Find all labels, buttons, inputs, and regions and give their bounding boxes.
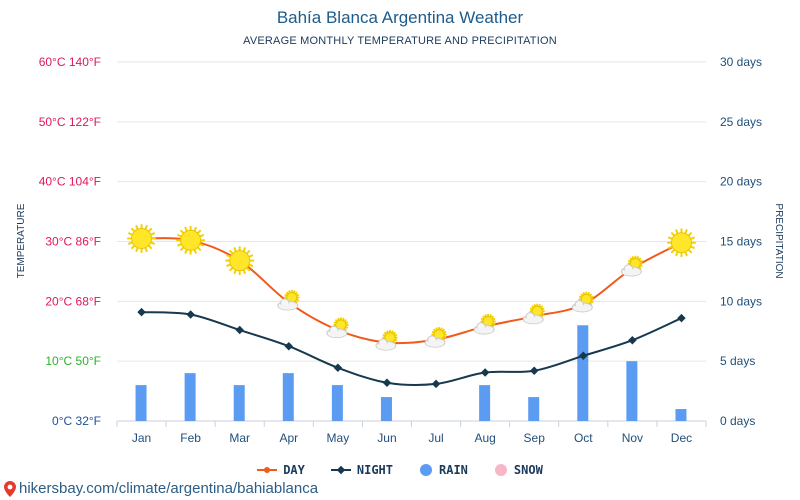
sun-disc	[131, 228, 153, 250]
rain-bar[interactable]	[282, 373, 294, 421]
cloud-fill	[376, 343, 395, 350]
y-axis-right-title: PRECIPITATION	[773, 203, 784, 278]
x-tick-label: Jan	[132, 431, 151, 445]
night-point[interactable]	[186, 310, 195, 319]
legend-rain-label: RAIN	[439, 463, 468, 477]
right-tick-label: 10 days	[720, 294, 762, 308]
rain-bar[interactable]	[184, 373, 196, 421]
night-point[interactable]	[529, 366, 539, 375]
sun-icon[interactable]	[127, 224, 157, 254]
partly-cloudy-icon[interactable]	[620, 255, 644, 277]
x-tick-label: Jul	[428, 431, 443, 445]
night-point[interactable]	[137, 307, 146, 317]
sun-icon[interactable]	[225, 246, 255, 276]
left-tick-label: 30°C 86°F	[45, 235, 101, 249]
rain-bar[interactable]	[577, 325, 589, 421]
chart-legend: DAY NIGHT RAIN SNOW	[0, 463, 800, 477]
rain-bar[interactable]	[479, 385, 491, 421]
left-tick-label: 20°C 68°F	[45, 294, 101, 308]
night-point[interactable]	[431, 379, 441, 389]
sun-disc	[180, 229, 202, 251]
partly-cloudy-icon[interactable]	[473, 313, 496, 335]
chart-subtitle: AVERAGE MONTHLY TEMPERATURE AND PRECIPIT…	[243, 35, 557, 47]
cloud-fill	[426, 340, 445, 347]
night-point[interactable]	[579, 351, 588, 361]
partly-cloudy-icon[interactable]	[326, 317, 349, 339]
rain-bar[interactable]	[331, 385, 343, 421]
legend-item-night[interactable]: NIGHT	[330, 463, 393, 477]
location-pin-icon	[4, 480, 16, 497]
night-line	[141, 311, 682, 386]
sun-disc	[670, 232, 692, 254]
x-tick-label: May	[327, 431, 350, 445]
partly-cloudy-icon[interactable]	[424, 326, 447, 348]
legend-day-marker	[257, 467, 278, 473]
x-tick-label: Feb	[180, 431, 201, 445]
night-point[interactable]	[382, 378, 392, 387]
y-axis-left-title: TEMPERATURE	[16, 203, 27, 278]
rain-bar[interactable]	[135, 385, 147, 421]
partly-cloudy-icon[interactable]	[277, 289, 300, 311]
rain-bar[interactable]	[233, 385, 245, 421]
legend-snow-marker	[494, 464, 507, 476]
left-tick-label: 40°C 104°F	[39, 175, 101, 189]
night-point[interactable]	[628, 335, 637, 345]
sun-icon[interactable]	[666, 228, 696, 258]
left-tick-label: 0°C 32°F	[52, 414, 101, 428]
left-tick-label: 60°C 140°F	[39, 55, 101, 69]
legend-night-label: NIGHT	[356, 463, 393, 477]
legend-day-label: DAY	[283, 463, 305, 477]
rain-bar[interactable]	[675, 409, 687, 421]
sun-disc	[229, 250, 251, 272]
night-point[interactable]	[480, 368, 490, 377]
x-tick-label: Oct	[574, 431, 593, 445]
chart-title: Bahía Blanca Argentina Weather	[276, 8, 524, 27]
right-tick-label: 5 days	[720, 354, 755, 368]
right-tick-label: 25 days	[720, 115, 762, 129]
cloud-fill	[327, 330, 346, 338]
day-line	[141, 237, 682, 345]
sun-icon[interactable]	[176, 225, 206, 255]
x-tick-label: Sep	[524, 431, 546, 445]
cloud-fill	[622, 269, 641, 276]
night-point[interactable]	[284, 341, 294, 351]
right-tick-label: 0 days	[720, 414, 755, 428]
night-point[interactable]	[235, 325, 244, 335]
partly-cloudy-icon[interactable]	[375, 329, 398, 351]
partly-cloudy-icon[interactable]	[571, 291, 595, 313]
legend-item-snow[interactable]: SNOW	[494, 463, 543, 477]
legend-night-marker	[330, 465, 351, 475]
night-point[interactable]	[677, 313, 686, 323]
legend-snow-label: SNOW	[513, 463, 543, 477]
x-tick-label: Jun	[377, 431, 396, 445]
x-tick-label: Aug	[474, 431, 495, 445]
rain-bar[interactable]	[528, 397, 540, 421]
cloud-fill	[278, 303, 297, 310]
legend-rain-marker	[420, 464, 432, 476]
left-tick-label: 50°C 122°F	[39, 115, 101, 129]
watermark-text: hikersbay.com/climate/argentina/bahiabla…	[19, 480, 319, 497]
right-tick-label: 30 days	[720, 55, 762, 69]
cloud-fill	[475, 327, 494, 334]
rain-bar[interactable]	[380, 397, 392, 421]
cloud-fill	[573, 305, 592, 312]
x-tick-label: Apr	[279, 431, 298, 445]
cloud-fill	[524, 317, 543, 324]
rain-bar[interactable]	[626, 361, 638, 421]
legend-item-day[interactable]: DAY	[257, 463, 305, 477]
x-tick-label: Dec	[671, 431, 692, 445]
right-tick-label: 20 days	[720, 175, 762, 189]
left-tick-label: 10°C 50°F	[45, 354, 101, 368]
partly-cloudy-icon[interactable]	[522, 303, 545, 325]
watermark[interactable]: hikersbay.com/climate/argentina/bahiabla…	[4, 480, 318, 497]
right-tick-label: 15 days	[720, 235, 762, 249]
x-tick-label: Mar	[229, 431, 250, 445]
night-point[interactable]	[333, 363, 343, 372]
legend-item-rain[interactable]: RAIN	[419, 463, 468, 477]
x-tick-label: Nov	[622, 431, 643, 445]
